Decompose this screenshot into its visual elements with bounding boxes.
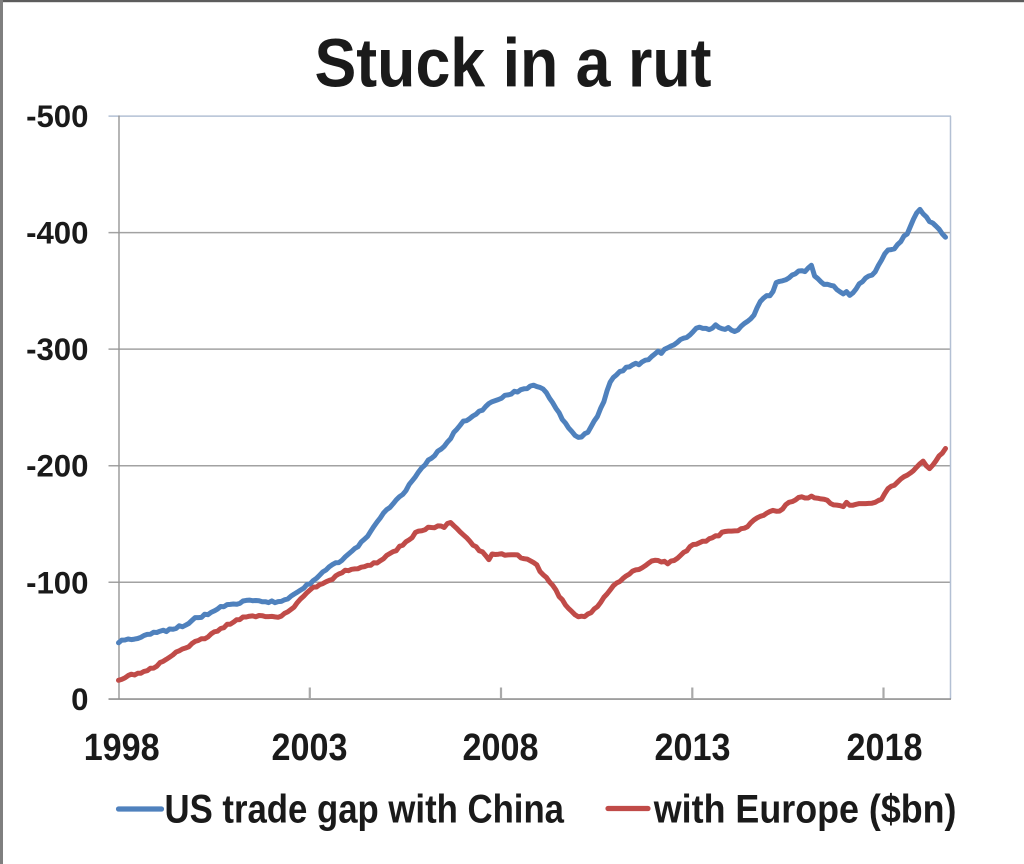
- svg-text:with Europe ($bn): with Europe ($bn): [653, 787, 957, 831]
- svg-text:2018: 2018: [847, 727, 923, 769]
- svg-text:1998: 1998: [84, 727, 160, 769]
- svg-text:2008: 2008: [463, 727, 539, 769]
- svg-text:-200: -200: [26, 449, 88, 484]
- svg-text:-500: -500: [26, 99, 88, 134]
- svg-text:2013: 2013: [655, 727, 731, 769]
- svg-text:-100: -100: [26, 565, 88, 600]
- svg-text:2003: 2003: [272, 727, 348, 769]
- svg-text:Stuck in a rut: Stuck in a rut: [315, 25, 712, 102]
- svg-text:-300: -300: [26, 332, 88, 367]
- svg-text:-400: -400: [26, 216, 88, 251]
- svg-text:US trade gap with China: US trade gap with China: [165, 787, 565, 831]
- svg-text:0: 0: [71, 682, 88, 717]
